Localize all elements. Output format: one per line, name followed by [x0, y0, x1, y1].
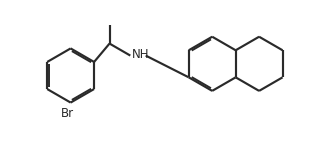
Text: NH: NH	[132, 48, 149, 61]
Text: Br: Br	[61, 107, 74, 120]
